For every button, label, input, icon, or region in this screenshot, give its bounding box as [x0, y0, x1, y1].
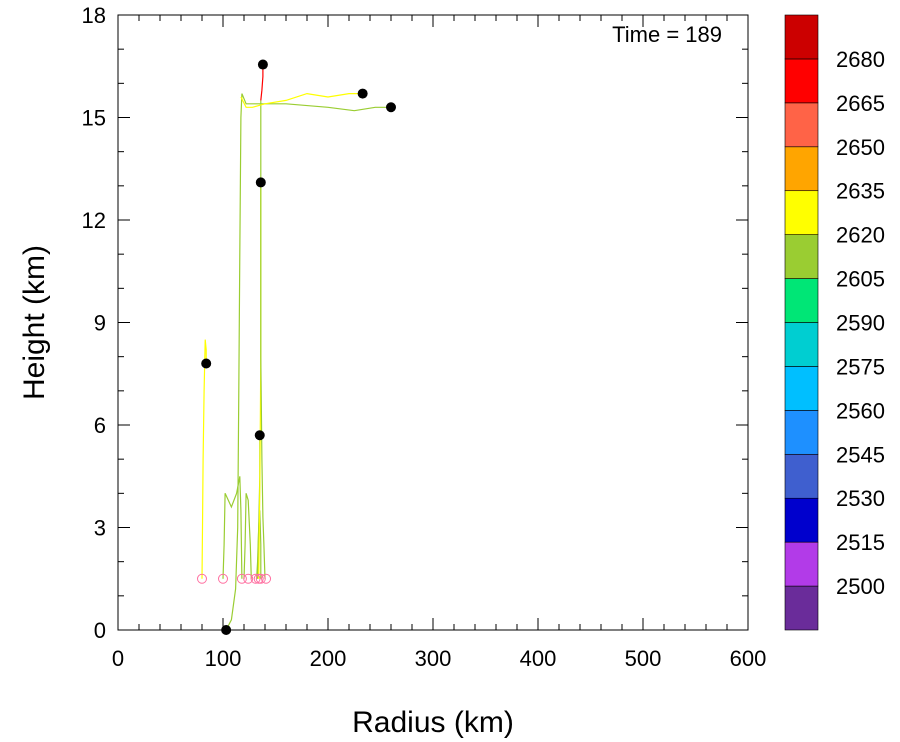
end-marker-4: [255, 177, 266, 188]
colorbar-label: 2650: [836, 135, 885, 160]
x-tick-label: 500: [625, 646, 662, 671]
x-tick-label: 600: [730, 646, 767, 671]
colorbar-segment: [784, 497, 819, 543]
start-marker-2: [218, 573, 228, 584]
colorbar-label: 2500: [836, 574, 885, 599]
y-tick-label: 3: [94, 516, 106, 541]
colorbar-segment: [784, 146, 819, 192]
start-marker-7: [255, 573, 266, 584]
colorbar-segment: [784, 14, 819, 60]
colorbar-label: 2560: [836, 398, 885, 423]
start-marker-5: [250, 573, 261, 584]
trajectory-line-3: [225, 93, 391, 631]
colorbar-segment: [784, 541, 819, 587]
end-marker-3: [254, 430, 265, 441]
y-axis-title: Height (km): [18, 245, 51, 400]
end-marker-1: [201, 358, 212, 369]
trajectory-line-10: [240, 92, 363, 108]
trajectory-line-9: [260, 66, 264, 101]
x-tick-label: 400: [520, 646, 557, 671]
colorbar-label: 2575: [836, 354, 885, 379]
y-axis-ticks: 0 3 6 9 12 15 18: [82, 3, 748, 643]
start-marker-4: [243, 573, 254, 584]
colorbar-label: 2530: [836, 486, 885, 511]
colorbar-segment: [784, 278, 819, 323]
end-marker-5: [257, 59, 268, 70]
trajectory-line-4: [243, 493, 252, 579]
trajectory-line-1: [201, 339, 207, 579]
colorbar-segment: [784, 190, 819, 235]
colorbar-label: 2605: [836, 267, 885, 292]
x-tick-label: 300: [415, 646, 452, 671]
y-tick-label: 0: [94, 618, 106, 643]
y-tick-label: 15: [82, 106, 106, 131]
x-tick-label: 200: [310, 646, 347, 671]
plot-frame: [117, 14, 749, 631]
end-marker-7: [386, 102, 396, 113]
colorbar-segment: [784, 234, 819, 279]
colorbar-label: 2620: [836, 223, 885, 248]
trajectory-line-2: [222, 476, 243, 579]
end-marker-6: [357, 88, 368, 99]
colorbar-label: 2515: [836, 530, 885, 555]
colorbar-segment: [784, 102, 819, 148]
start-marker-1: [197, 573, 207, 584]
end-markers: [201, 59, 396, 635]
colorbar-label: 2635: [836, 179, 885, 204]
colorbar-segment: [784, 366, 819, 411]
colorbar-segment: [784, 585, 819, 631]
colorbar-label: 2590: [836, 311, 885, 336]
y-tick-label: 6: [94, 413, 106, 438]
colorbar-segment: [784, 410, 819, 455]
colorbar-segment: [784, 58, 819, 104]
colorbar-label: 2545: [836, 442, 885, 467]
start-marker-8: [261, 573, 272, 584]
colorbar-segment: [784, 322, 819, 367]
colorbar: 2500 2515 2530 2545 2560 2575 2590 2605 2620 2635…: [784, 14, 885, 631]
x-axis-title: Radius (km): [352, 706, 514, 739]
x-tick-label: 0: [112, 646, 124, 671]
x-axis-ticks: 0 100 200 300 400 500 600: [112, 15, 766, 671]
trajectory-line-8: [260, 100, 266, 579]
trajectory-lines: [201, 66, 391, 631]
colorbar-label: 2680: [836, 47, 885, 72]
start-markers: [197, 573, 272, 584]
colorbar-label: 2665: [836, 91, 885, 116]
y-tick-label: 9: [94, 311, 106, 336]
time-annotation: Time = 189: [612, 22, 722, 47]
start-marker-3: [236, 573, 247, 584]
y-tick-label: 18: [82, 3, 106, 28]
y-tick-label: 12: [82, 208, 106, 233]
x-tick-label: 100: [205, 646, 242, 671]
colorbar-segment: [784, 453, 819, 499]
